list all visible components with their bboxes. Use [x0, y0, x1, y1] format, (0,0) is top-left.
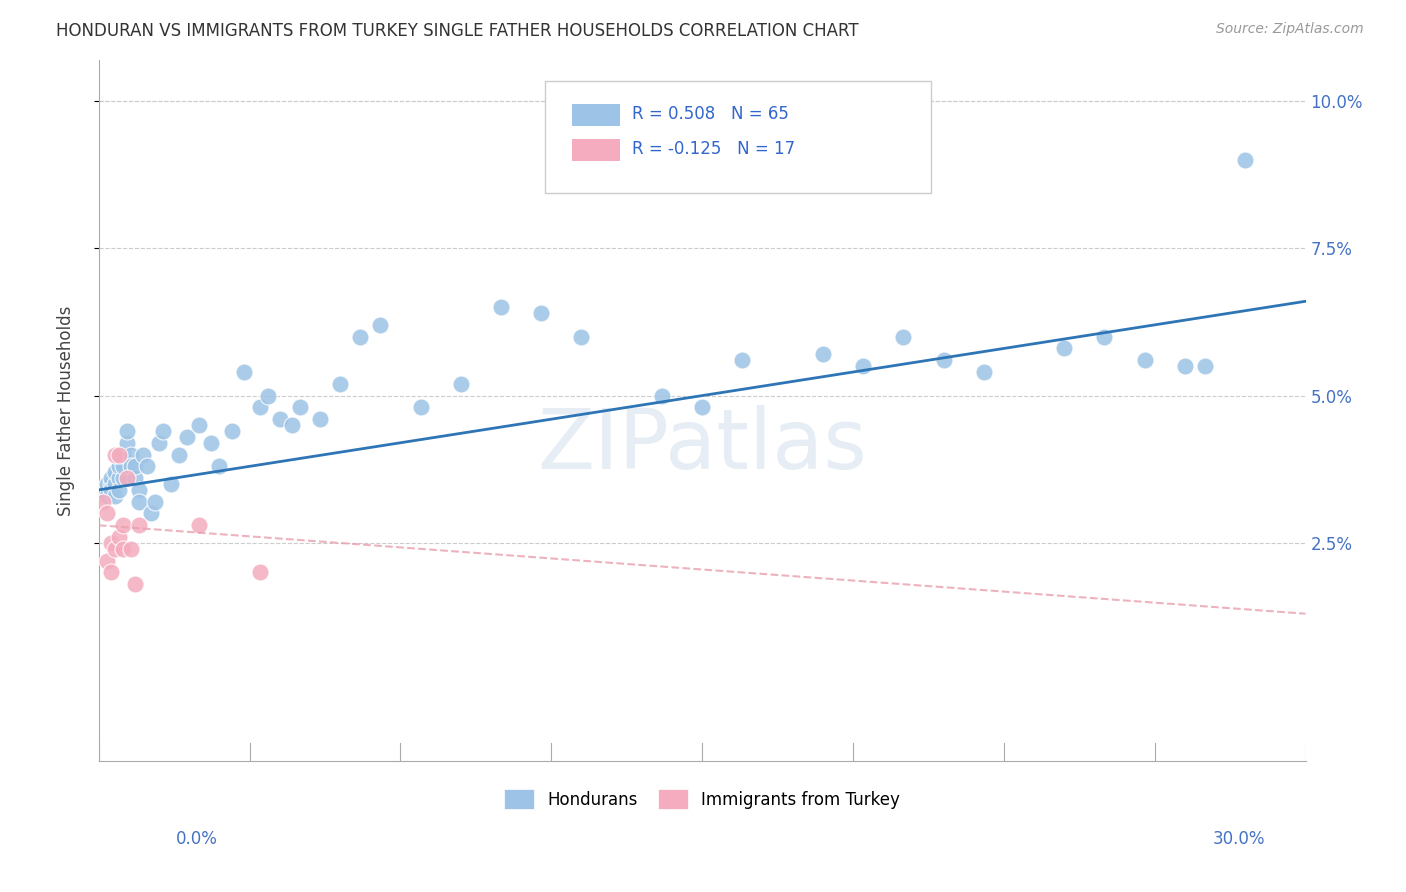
Point: [288, 401, 311, 415]
Point: [128, 494, 150, 508]
Point: [370, 318, 392, 332]
Point: [932, 353, 955, 368]
Point: [120, 541, 142, 556]
Point: [104, 489, 127, 503]
Point: [128, 518, 150, 533]
Text: ZIPatlas: ZIPatlas: [537, 405, 868, 486]
Point: [731, 353, 754, 368]
Point: [96, 507, 118, 521]
Point: [489, 300, 512, 314]
Point: [128, 483, 150, 497]
Point: [208, 459, 231, 474]
Point: [409, 401, 432, 415]
Point: [249, 401, 271, 415]
Point: [1174, 359, 1197, 373]
Point: [120, 459, 142, 474]
Text: R = -0.125   N = 17: R = -0.125 N = 17: [633, 140, 796, 158]
Point: [96, 477, 118, 491]
Point: [139, 507, 162, 521]
Point: [104, 465, 127, 479]
Point: [100, 566, 122, 580]
Point: [349, 329, 371, 343]
Point: [188, 418, 211, 433]
Point: [1133, 353, 1156, 368]
Point: [108, 471, 131, 485]
Text: Source: ZipAtlas.com: Source: ZipAtlas.com: [1216, 22, 1364, 37]
Point: [160, 477, 183, 491]
Point: [136, 459, 159, 474]
Point: [115, 435, 138, 450]
Point: [167, 448, 190, 462]
Text: 30.0%: 30.0%: [1213, 830, 1265, 847]
Point: [108, 530, 131, 544]
Point: [1092, 329, 1115, 343]
FancyBboxPatch shape: [546, 80, 931, 193]
Point: [143, 494, 166, 508]
Point: [111, 518, 134, 533]
Point: [111, 541, 134, 556]
Point: [108, 459, 131, 474]
Point: [249, 566, 271, 580]
Point: [96, 554, 118, 568]
Text: 0.0%: 0.0%: [176, 830, 218, 847]
Point: [124, 471, 146, 485]
Point: [269, 412, 291, 426]
Point: [108, 483, 131, 497]
Point: [115, 471, 138, 485]
Point: [852, 359, 875, 373]
Bar: [572, 103, 620, 127]
Point: [104, 541, 127, 556]
Point: [232, 365, 254, 379]
Point: [148, 435, 170, 450]
Point: [221, 424, 243, 438]
Point: [111, 459, 134, 474]
Point: [100, 477, 122, 491]
Point: [100, 536, 122, 550]
Point: [111, 448, 134, 462]
Point: [91, 494, 114, 508]
Point: [120, 448, 142, 462]
Text: HONDURAN VS IMMIGRANTS FROM TURKEY SINGLE FATHER HOUSEHOLDS CORRELATION CHART: HONDURAN VS IMMIGRANTS FROM TURKEY SINGL…: [56, 22, 859, 40]
Point: [100, 471, 122, 485]
Point: [100, 483, 122, 497]
Point: [91, 483, 114, 497]
Point: [176, 430, 198, 444]
Bar: [572, 139, 620, 161]
Point: [309, 412, 332, 426]
Point: [132, 448, 155, 462]
Point: [104, 477, 127, 491]
Point: [115, 424, 138, 438]
Point: [973, 365, 995, 379]
Point: [1234, 153, 1257, 167]
Point: [1194, 359, 1216, 373]
Point: [329, 376, 352, 391]
Point: [111, 471, 134, 485]
Point: [690, 401, 713, 415]
Y-axis label: Single Father Households: Single Father Households: [58, 305, 75, 516]
Point: [152, 424, 174, 438]
Point: [188, 518, 211, 533]
Point: [811, 347, 834, 361]
Point: [530, 306, 553, 320]
Point: [124, 459, 146, 474]
Point: [96, 489, 118, 503]
Point: [256, 388, 278, 402]
Point: [651, 388, 673, 402]
Point: [450, 376, 472, 391]
Point: [200, 435, 222, 450]
Point: [891, 329, 914, 343]
Point: [108, 448, 131, 462]
Text: R = 0.508   N = 65: R = 0.508 N = 65: [633, 104, 789, 122]
Legend: Hondurans, Immigrants from Turkey: Hondurans, Immigrants from Turkey: [498, 782, 907, 816]
Point: [281, 418, 304, 433]
Point: [1053, 342, 1076, 356]
Point: [124, 577, 146, 591]
Point: [571, 329, 593, 343]
Point: [104, 448, 127, 462]
